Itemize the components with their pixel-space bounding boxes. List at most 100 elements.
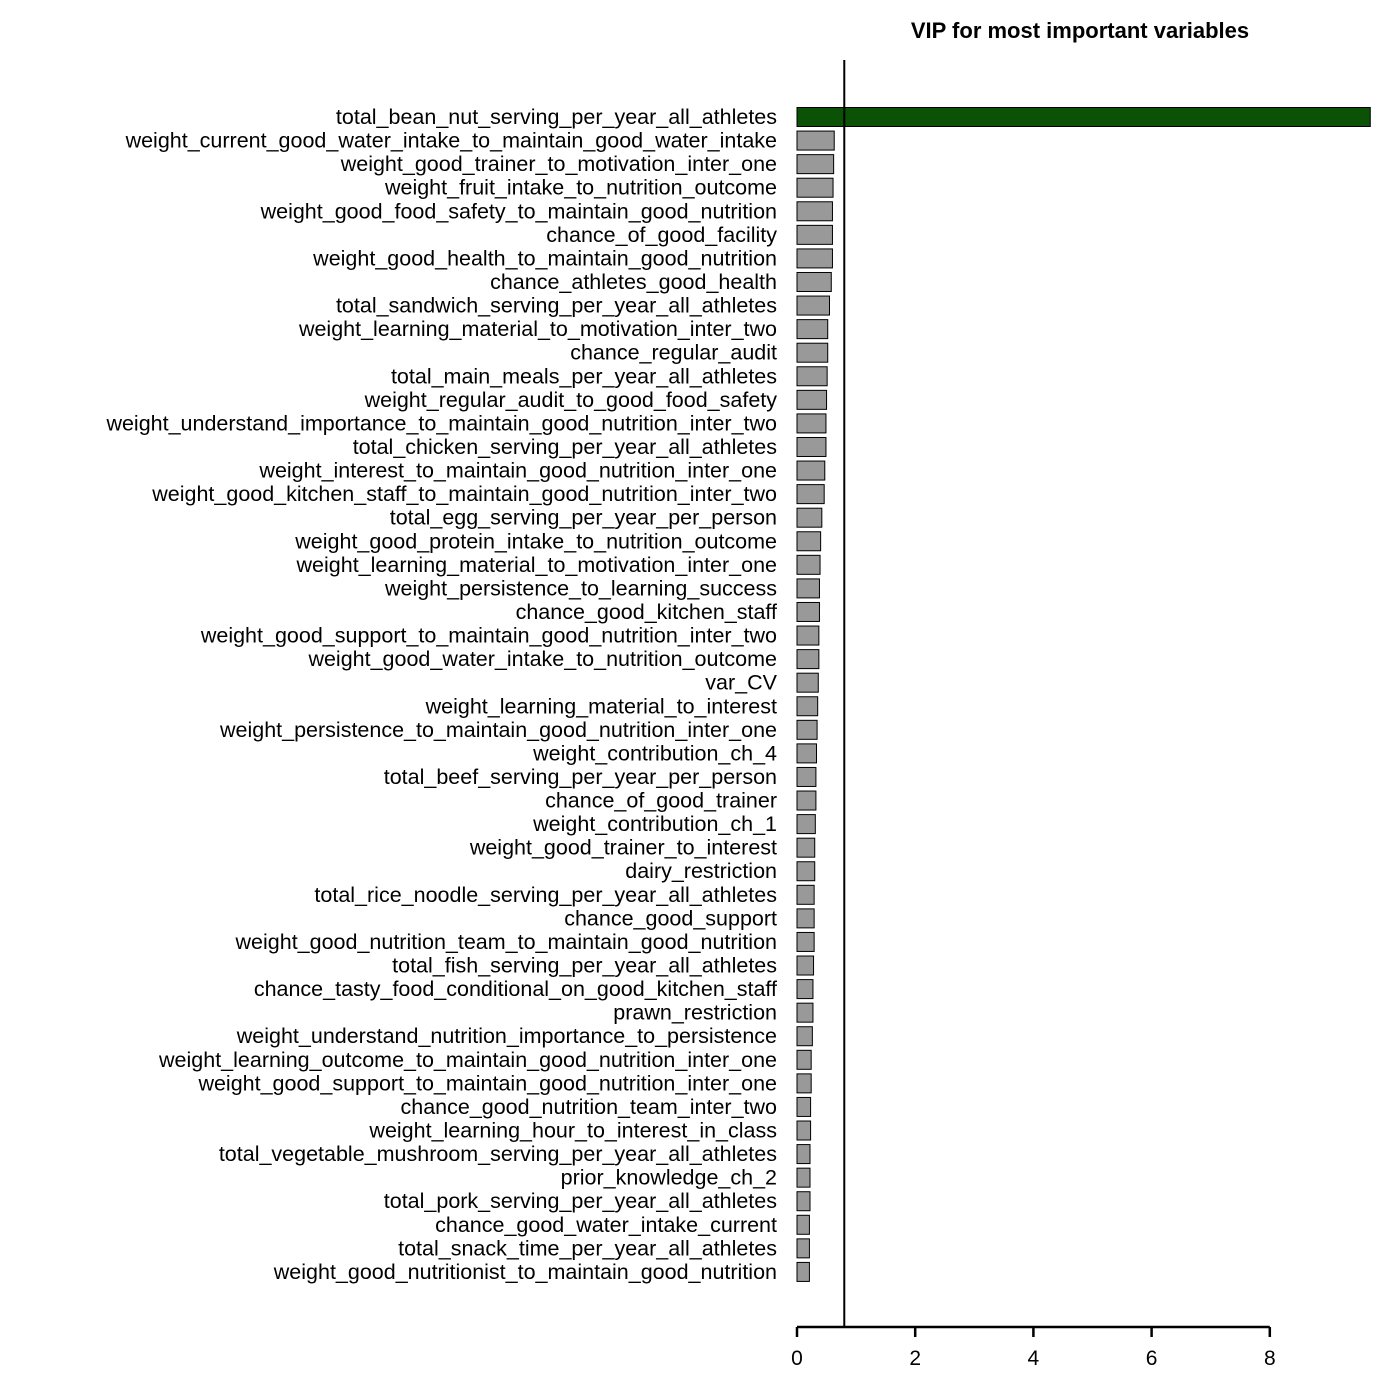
bar-chance_good_water_intake_current — [796, 1214, 810, 1235]
bar-prawn_restriction — [796, 1002, 814, 1023]
category-label: total_chicken_serving_per_year_all_athle… — [353, 435, 777, 459]
bar-chance_good_kitchen_staff — [796, 601, 820, 622]
bars-layer — [796, 107, 1371, 1282]
category-label: chance_good_water_intake_current — [435, 1213, 777, 1237]
category-label: weight_learning_outcome_to_maintain_good… — [158, 1048, 777, 1072]
category-label: chance_good_support — [564, 906, 777, 930]
bar-dairy_restriction — [796, 861, 816, 882]
bar-weight_persistence_to_maintain_good_nutrition_inter_one — [796, 719, 818, 740]
category-label: weight_interest_to_maintain_good_nutriti… — [258, 459, 777, 483]
bar-weight_good_nutritionist_to_maintain_good_nutrition — [796, 1261, 810, 1282]
bar-weight_good_food_safety_to_maintain_good_nutrition — [796, 201, 833, 222]
bar-chance_of_good_facility — [796, 224, 833, 245]
bar-weight_good_support_to_maintain_good_nutrition_inter_two — [796, 625, 820, 646]
bar-weight_current_good_water_intake_to_maintain_good_water_intake — [796, 130, 835, 151]
category-label: chance_athletes_good_health — [490, 270, 777, 294]
bar-total_rice_noodle_serving_per_year_all_athletes — [796, 884, 815, 905]
category-label: chance_of_good_trainer — [545, 789, 777, 813]
bar-total_sandwich_serving_per_year_all_athletes — [796, 295, 831, 316]
category-label: weight_understand_nutrition_importance_t… — [236, 1024, 777, 1048]
bar-prior_knowledge_ch_2 — [796, 1167, 811, 1188]
bar-weight_learning_material_to_motivation_inter_one — [796, 554, 821, 575]
category-label: weight_good_support_to_maintain_good_nut… — [200, 624, 777, 648]
category-label: chance_good_nutrition_team_inter_two — [400, 1095, 777, 1119]
category-label: weight_persistence_to_maintain_good_nutr… — [219, 718, 777, 742]
bar-weight_persistence_to_learning_success — [796, 578, 820, 599]
category-label: chance_of_good_facility — [546, 223, 777, 247]
bar-weight_good_trainer_to_interest — [796, 837, 816, 858]
category-label: weight_persistence_to_learning_success — [384, 576, 777, 600]
category-label: weight_fruit_intake_to_nutrition_outcome — [384, 176, 777, 200]
category-label: total_pork_serving_per_year_all_athletes — [384, 1189, 777, 1213]
category-label: weight_learning_material_to_motivation_i… — [296, 553, 777, 577]
bar-weight_learning_material_to_interest — [796, 696, 819, 717]
category-label: total_sandwich_serving_per_year_all_athl… — [336, 294, 777, 318]
bar-chance_good_nutrition_team_inter_two — [796, 1096, 812, 1117]
category-label: total_fish_serving_per_year_all_athletes — [392, 954, 777, 978]
bar-total_chicken_serving_per_year_all_athletes — [796, 436, 827, 457]
category-label: weight_learning_material_to_interest — [425, 694, 777, 718]
bar-total_bean_nut_serving_per_year_all_athletes — [796, 107, 1371, 127]
category-label: weight_regular_audit_to_good_food_safety — [364, 388, 778, 412]
category-label: weight_good_kitchen_staff_to_maintain_go… — [151, 482, 777, 506]
category-label: weight_contribution_ch_4 — [532, 741, 777, 765]
category-label: total_rice_noodle_serving_per_year_all_a… — [314, 883, 777, 907]
bar-chance_of_good_trainer — [796, 790, 817, 811]
category-label: weight_good_nutrition_team_to_maintain_g… — [235, 930, 777, 954]
bar-weight_good_trainer_to_motivation_inter_one — [796, 154, 835, 175]
category-labels: total_bean_nut_serving_per_year_all_athl… — [105, 105, 777, 1284]
category-label: prior_knowledge_ch_2 — [561, 1166, 777, 1190]
category-label: weight_understand_importance_to_maintain… — [105, 411, 777, 435]
bar-total_snack_time_per_year_all_athletes — [796, 1238, 810, 1259]
bar-weight_learning_material_to_motivation_inter_two — [796, 319, 829, 340]
category-label: dairy_restriction — [625, 859, 777, 883]
category-label: weight_good_trainer_to_motivation_inter_… — [340, 152, 777, 176]
bar-weight_good_nutrition_team_to_maintain_good_nutrition — [796, 931, 815, 952]
bar-weight_regular_audit_to_good_food_safety — [796, 389, 828, 410]
category-label: total_beef_serving_per_year_per_person — [384, 765, 777, 789]
bar-total_vegetable_mushroom_serving_per_year_all_athletes — [796, 1144, 811, 1165]
category-label: weight_learning_material_to_motivation_i… — [298, 317, 777, 341]
bar-total_pork_serving_per_year_all_athletes — [796, 1191, 811, 1212]
x-tick-label: 8 — [1264, 1347, 1276, 1370]
bar-total_fish_serving_per_year_all_athletes — [796, 955, 815, 976]
bar-chance_tasty_food_conditional_on_good_kitchen_staff — [796, 979, 814, 1000]
category-label: weight_contribution_ch_1 — [532, 812, 777, 836]
bar-weight_good_health_to_maintain_good_nutrition — [796, 248, 833, 269]
category-label: weight_learning_hour_to_interest_in_clas… — [368, 1119, 777, 1143]
bar-weight_good_water_intake_to_nutrition_outcome — [796, 649, 820, 670]
category-label: weight_current_good_water_intake_to_main… — [125, 129, 777, 153]
bar-total_egg_serving_per_year_per_person — [796, 507, 823, 528]
bar-weight_fruit_intake_to_nutrition_outcome — [796, 177, 834, 198]
bar-var_CV — [796, 672, 819, 693]
category-label: chance_tasty_food_conditional_on_good_ki… — [254, 977, 777, 1001]
bar-chance_good_support — [796, 908, 815, 929]
bar-weight_learning_outcome_to_maintain_good_nutrition_inter_one — [796, 1049, 812, 1070]
category-label: weight_good_support_to_maintain_good_nut… — [197, 1071, 777, 1095]
x-tick-label: 0 — [791, 1347, 803, 1370]
category-label: weight_good_trainer_to_interest — [469, 836, 777, 860]
category-label: total_egg_serving_per_year_per_person — [390, 506, 777, 530]
x-axis: 0 2 4 6 8 — [791, 1325, 1276, 1370]
category-label: weight_good_food_safety_to_maintain_good… — [260, 199, 777, 223]
category-label: total_vegetable_mushroom_serving_per_yea… — [219, 1142, 777, 1166]
bar-weight_learning_hour_to_interest_in_class — [796, 1120, 812, 1141]
bar-weight_contribution_ch_1 — [796, 814, 816, 835]
category-label: total_bean_nut_serving_per_year_all_athl… — [336, 105, 777, 129]
bar-weight_good_support_to_maintain_good_nutrition_inter_one — [796, 1073, 812, 1094]
bar-weight_good_protein_intake_to_nutrition_outcome — [796, 531, 822, 552]
bar-chance_regular_audit — [796, 342, 829, 363]
bar-weight_understand_nutrition_importance_to_persistence — [796, 1026, 813, 1047]
x-tick-label: 6 — [1146, 1347, 1158, 1370]
category-label: weight_good_protein_intake_to_nutrition_… — [294, 529, 777, 553]
category-label: weight_good_nutritionist_to_maintain_goo… — [273, 1260, 777, 1284]
bar-weight_contribution_ch_4 — [796, 743, 818, 764]
category-label: var_CV — [705, 671, 777, 695]
category-label: weight_good_health_to_maintain_good_nutr… — [312, 246, 777, 270]
category-label: chance_regular_audit — [570, 341, 777, 365]
bar-weight_good_kitchen_staff_to_maintain_good_nutrition_inter_two — [796, 484, 825, 505]
bar-weight_understand_importance_to_maintain_good_nutrition_inter_two — [796, 413, 827, 434]
category-label: total_snack_time_per_year_all_athletes — [398, 1236, 777, 1260]
category-label: weight_good_water_intake_to_nutrition_ou… — [307, 647, 777, 671]
